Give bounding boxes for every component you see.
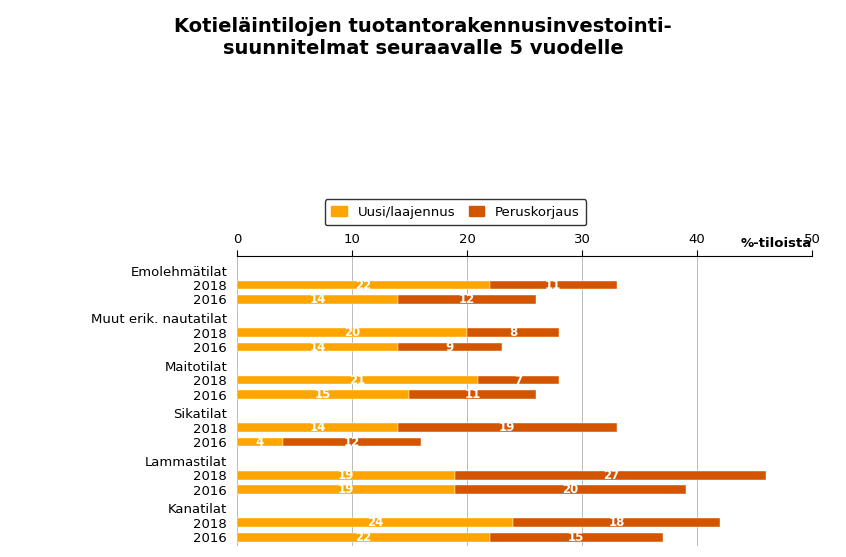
Text: 19: 19 — [338, 469, 354, 482]
Bar — [237, 376, 479, 384]
Text: 20: 20 — [343, 326, 360, 339]
Text: 11: 11 — [464, 388, 481, 401]
Text: 24: 24 — [367, 516, 383, 529]
Text: 20: 20 — [563, 483, 579, 496]
Text: 14: 14 — [310, 340, 326, 354]
Bar — [237, 390, 409, 399]
Bar — [490, 281, 617, 290]
Text: 19: 19 — [338, 483, 354, 496]
Text: 15: 15 — [569, 531, 585, 544]
Text: 11: 11 — [545, 278, 562, 291]
Bar — [398, 295, 536, 304]
Bar — [490, 533, 662, 541]
Text: 14: 14 — [310, 421, 326, 434]
Text: Kotieläintilojen tuotantorakennusinvestointi-
suunnitelmat seuraavalle 5 vuodell: Kotieläintilojen tuotantorakennusinvesto… — [174, 17, 672, 58]
Text: 15: 15 — [315, 388, 332, 401]
Bar — [283, 438, 421, 446]
Bar — [398, 343, 502, 351]
Text: 27: 27 — [602, 469, 619, 482]
Text: 8: 8 — [509, 326, 517, 339]
Bar — [237, 533, 490, 541]
Text: 21: 21 — [349, 374, 365, 387]
Text: 7: 7 — [514, 374, 523, 387]
Text: 14: 14 — [310, 293, 326, 306]
Bar — [409, 390, 536, 399]
Text: %-tiloista: %-tiloista — [741, 237, 812, 251]
Text: 9: 9 — [446, 340, 453, 354]
Text: 22: 22 — [355, 278, 371, 291]
Text: 4: 4 — [255, 436, 264, 448]
Text: 12: 12 — [459, 293, 475, 306]
Bar — [398, 423, 617, 432]
Text: 18: 18 — [608, 516, 624, 529]
Bar — [513, 519, 720, 527]
Bar — [479, 376, 559, 384]
Text: 19: 19 — [499, 421, 515, 434]
Bar — [237, 423, 398, 432]
Bar — [237, 295, 398, 304]
Bar — [467, 328, 559, 337]
Bar — [237, 438, 283, 446]
Bar — [237, 343, 398, 351]
Text: 22: 22 — [355, 531, 371, 544]
Bar — [455, 471, 766, 480]
Bar — [237, 328, 467, 337]
Legend: Uusi/laajennus, Peruskorjaus: Uusi/laajennus, Peruskorjaus — [325, 199, 586, 225]
Bar — [237, 485, 455, 494]
Bar — [237, 471, 455, 480]
Bar — [455, 485, 685, 494]
Bar — [237, 281, 490, 290]
Bar — [237, 519, 513, 527]
Text: 12: 12 — [343, 436, 360, 448]
